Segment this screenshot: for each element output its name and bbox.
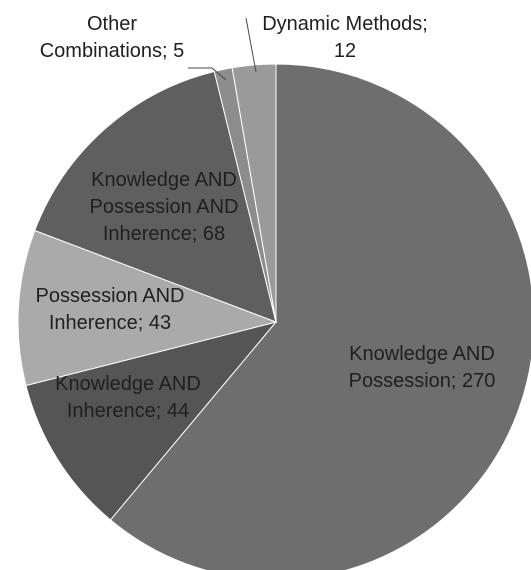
pie-slice-knowledge-and-possession-and-inherence bbox=[34, 70, 277, 323]
pie-slice-possession-and-inherence bbox=[17, 229, 278, 387]
slice-label-dynamic-methods: Dynamic Methods; 12 bbox=[262, 13, 428, 62]
slice-label-knowledge-and-possession-and-inherence: Knowledge AND Possession AND Inherence; 68 bbox=[90, 169, 239, 245]
pie-slice-dynamic-methods bbox=[231, 63, 277, 323]
pie-slice-knowledge-and-inherence bbox=[25, 321, 278, 521]
slice-label-knowledge-and-possession: Knowledge AND Possession; 270 bbox=[349, 343, 496, 392]
slice-label-other-combinations: Other Combinations; 5 bbox=[40, 13, 185, 62]
slice-label-possession-and-inherence: Possession AND Inherence; 43 bbox=[36, 285, 185, 334]
pie-slices bbox=[17, 63, 531, 570]
leader-line-other-combinations bbox=[188, 67, 227, 81]
leader-line-dynamic-methods bbox=[245, 17, 257, 73]
slice-label-knowledge-and-inherence: Knowledge AND Inherence; 44 bbox=[55, 373, 201, 422]
leader-lines bbox=[188, 17, 257, 81]
slice-labels: Knowledge AND Possession; 270 Knowledge AN… bbox=[36, 13, 496, 422]
pie-slice-knowledge-and-possession bbox=[109, 63, 531, 570]
